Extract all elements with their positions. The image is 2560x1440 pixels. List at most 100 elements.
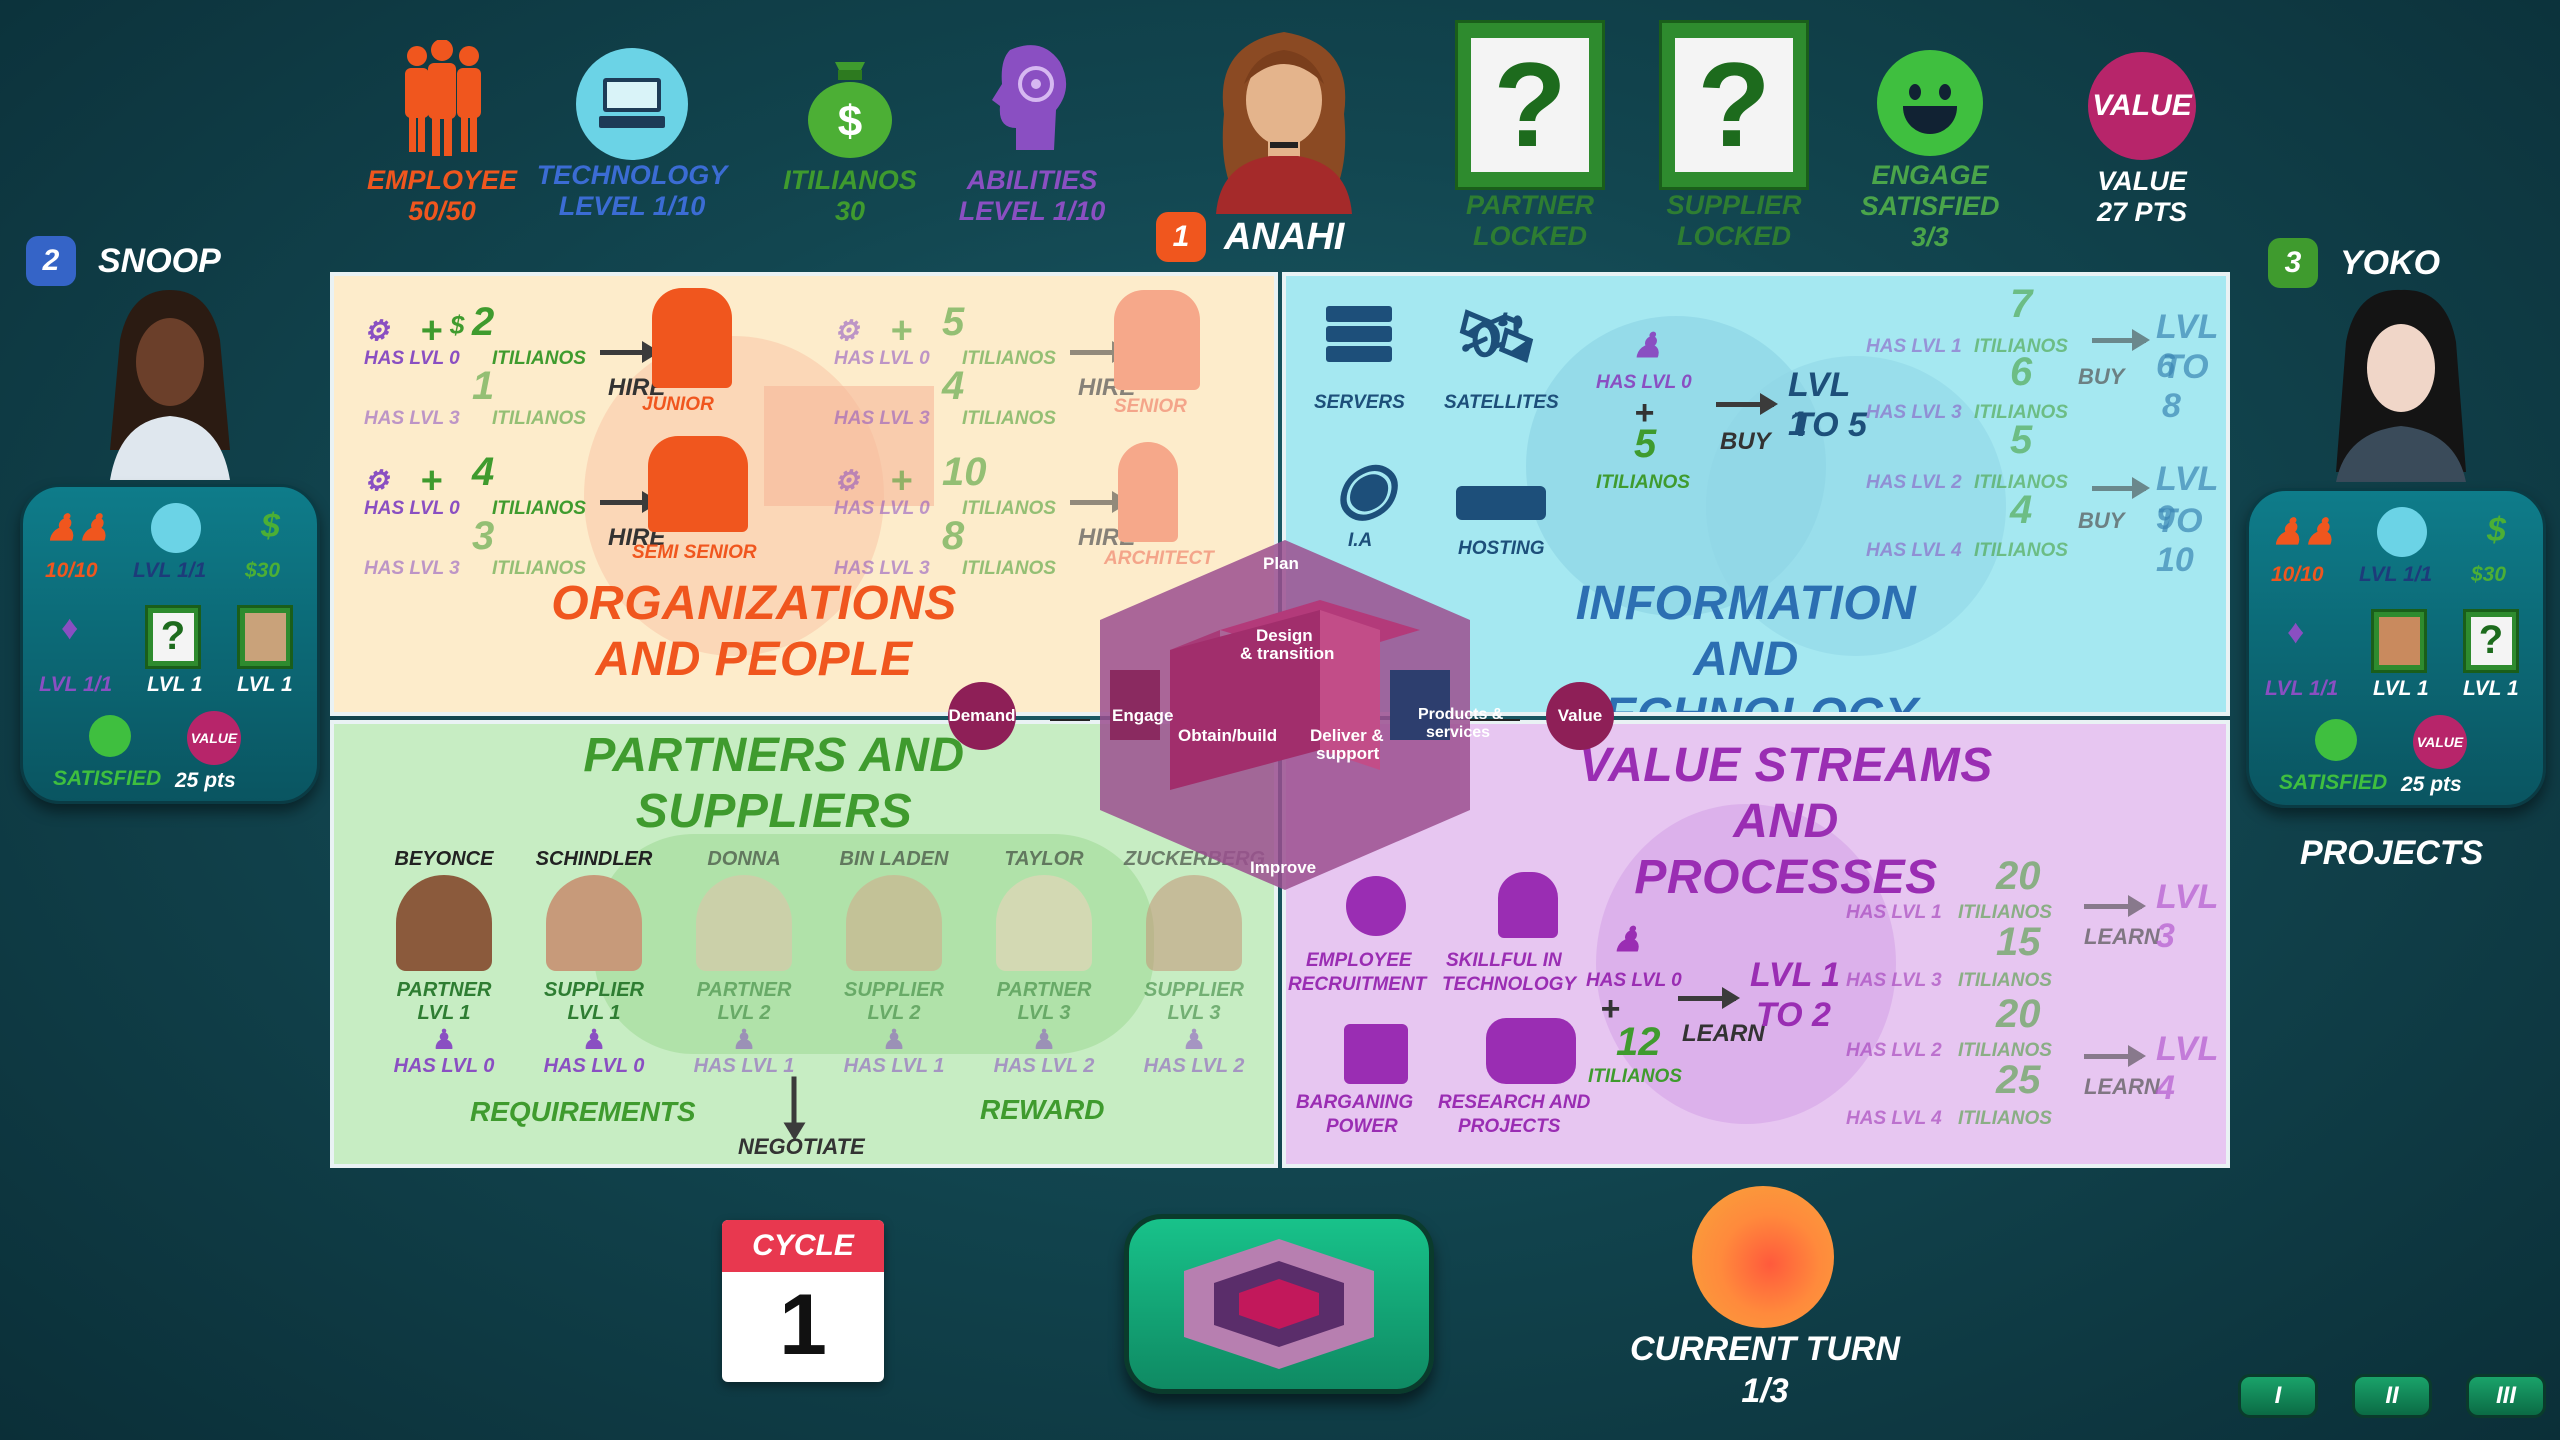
level-range-end: TO 8 bbox=[2162, 348, 2209, 425]
person-level: LVL 1 bbox=[567, 1002, 621, 1024]
cost-value-alt: 4 bbox=[942, 364, 965, 408]
architect-icon bbox=[1118, 442, 1178, 542]
currency-label: ITILIANOS bbox=[1958, 970, 2052, 991]
plus-sign: + bbox=[890, 310, 913, 352]
arrow bbox=[791, 1076, 797, 1137]
person-card[interactable]: ZUCKERBERG SUPPLIER LVL 3 ♟ HAS LVL 2 bbox=[1124, 848, 1265, 1078]
design-label: Design bbox=[1256, 626, 1313, 645]
projects-button[interactable]: PROJECTS bbox=[2300, 834, 2484, 872]
person-portrait bbox=[846, 875, 942, 971]
person-card[interactable]: SCHINDLER SUPPLIER LVL 1 ♟ HAS LVL 0 bbox=[524, 848, 664, 1078]
view-button-1[interactable]: I bbox=[2238, 1374, 2318, 1418]
technology-value: LEVEL 1/10 bbox=[558, 191, 706, 221]
ability-icon: ♟ bbox=[431, 1024, 457, 1055]
person-role: PARTNER bbox=[996, 979, 1092, 1001]
person-role: SUPPLIER bbox=[843, 979, 945, 1001]
level-requirement: HAS LVL 2 bbox=[1143, 1055, 1245, 1077]
buy-label: BUY bbox=[1720, 428, 1771, 455]
right-player-header: 3 YOKO bbox=[2268, 238, 2440, 288]
engage-stat: ENGAGE SATISFIED 3/3 bbox=[1830, 50, 2030, 253]
currency-label: ITILIANOS bbox=[1958, 1108, 2052, 1129]
employees-count: 10/10 bbox=[2271, 563, 2324, 586]
buy-label: BUY bbox=[2078, 508, 2125, 533]
person-card[interactable]: BIN LADEN SUPPLIER LVL 2 ♟ HAS LVL 1 bbox=[824, 848, 964, 1078]
partner-label: PARTNER bbox=[1465, 190, 1594, 220]
person-level: LVL 2 bbox=[867, 1002, 921, 1024]
technology-stat: TECHNOLOGY LEVEL 1/10 bbox=[532, 48, 732, 222]
research-icon bbox=[1486, 1018, 1576, 1084]
cost-value-alt: 1 bbox=[472, 364, 495, 408]
ia-label: I.A bbox=[1348, 530, 1373, 551]
value-node[interactable]: Value bbox=[1546, 682, 1614, 750]
view-button-2[interactable]: II bbox=[2352, 1374, 2432, 1418]
supplier-locked-card[interactable]: ? bbox=[1659, 20, 1809, 190]
level-requirement: HAS LVL 0 bbox=[1596, 372, 1692, 393]
cost-value: 10 bbox=[942, 450, 987, 494]
person-name: DONNA bbox=[707, 848, 781, 870]
level-range-end: TO 5 bbox=[1792, 406, 1867, 444]
person-card[interactable]: TAYLOR PARTNER LVL 3 ♟ HAS LVL 2 bbox=[974, 848, 1114, 1078]
it-buy-basic[interactable]: ♟ HAS LVL 0 + 5 ITILIANOS BUY LVL 1 TO 5 bbox=[1596, 326, 1876, 526]
level-requirement: HAS LVL 4 bbox=[1846, 1108, 1942, 1129]
engage-label: ENGAGE bbox=[1871, 160, 1989, 190]
view-button-3[interactable]: III bbox=[2466, 1374, 2546, 1418]
currency-label: ITILIANOS bbox=[492, 348, 586, 369]
supplier-level: LVL 1 bbox=[237, 673, 293, 696]
people-row: BEYONCE PARTNER LVL 1 ♟ HAS LVL 0 SCHINDLER SU… bbox=[374, 848, 1274, 1078]
ability-icon: ⚙ bbox=[364, 315, 390, 346]
cost-value-alt: 8 bbox=[942, 514, 965, 558]
engage-label: Engage bbox=[1112, 706, 1174, 725]
left-player-panel: ♟♟ 10/10 LVL 1/1 $ $30 ♦ LVL 1/1 ? LVL 1… bbox=[20, 484, 320, 804]
improve-label: Improve bbox=[1250, 858, 1317, 877]
end-turn-button[interactable] bbox=[1124, 1214, 1434, 1394]
arrow bbox=[1716, 393, 1778, 415]
org-hire-semi-senior[interactable]: ⚙ + 4 HAS LVL 0 ITILIANOS 3 HAS LVL 3 IT… bbox=[364, 440, 784, 580]
cost-value: 20 bbox=[1996, 992, 2041, 1036]
level-requirement: HAS LVL 0 bbox=[543, 1055, 645, 1077]
demand-node[interactable]: Demand bbox=[948, 682, 1016, 750]
skill-label-1: SKILLFUL IN bbox=[1446, 950, 1562, 971]
partner-card[interactable]: ? bbox=[145, 605, 201, 669]
org-hire-architect[interactable]: ⚙ + 10 HAS LVL 0 ITILIANOS 8 HAS LVL 3 I… bbox=[834, 440, 1254, 580]
partner-locked-card[interactable]: ? bbox=[1455, 20, 1605, 190]
quadrant-title: VALUE STREAMS AND PROCESSES bbox=[1579, 739, 1993, 904]
value-points: 25 pts bbox=[2401, 773, 2462, 796]
vs-learn-advanced[interactable]: HAS LVL 1 20 ITILIANOS HAS LVL 3 15 ITIL… bbox=[1846, 854, 2226, 1164]
partner-card[interactable] bbox=[2371, 609, 2427, 673]
plus-sign: + bbox=[1634, 394, 1654, 432]
org-hire-senior[interactable]: ⚙ + 5 HAS LVL 0 ITILIANOS 4 HAS LVL 3 IT… bbox=[834, 290, 1254, 430]
supplier-card[interactable] bbox=[237, 605, 293, 669]
person-card[interactable]: DONNA PARTNER LVL 2 ♟ HAS LVL 1 bbox=[674, 848, 814, 1078]
cost-value: 2 bbox=[472, 300, 495, 344]
money-bag-icon: $ bbox=[808, 62, 892, 158]
role-label: SEMI SENIOR bbox=[632, 542, 757, 563]
hosting-label: HOSTING bbox=[1458, 538, 1545, 559]
bargaining-label-2: POWER bbox=[1326, 1116, 1398, 1137]
learn-label: LEARN bbox=[1682, 1020, 1765, 1047]
technology-label: TECHNOLOGY bbox=[536, 160, 728, 190]
vs-learn-basic[interactable]: ♟ HAS LVL 0 + 12 ITILIANOS LEARN LVL 1 T… bbox=[1586, 920, 1886, 1120]
person-portrait bbox=[696, 875, 792, 971]
arrow bbox=[2084, 895, 2146, 917]
person-portrait bbox=[396, 875, 492, 971]
supplier-card[interactable]: ? bbox=[2463, 609, 2519, 673]
currency-label: ITILIANOS bbox=[1974, 540, 2068, 561]
service-value-chain[interactable]: Plan Design & transition Engage Obtain/b… bbox=[1050, 540, 1520, 890]
player-avatar-yoko bbox=[2306, 282, 2496, 482]
person-card[interactable]: BEYONCE PARTNER LVL 1 ♟ HAS LVL 0 bbox=[374, 848, 514, 1078]
ability-icon: ♟ bbox=[1612, 921, 1643, 959]
level-range-start: LVL 1 bbox=[1750, 956, 1841, 994]
level-range-start: LVL 9 bbox=[2156, 460, 2218, 537]
value-badge: VALUE bbox=[187, 711, 241, 765]
recruitment-label-1: EMPLOYEE bbox=[1306, 950, 1412, 971]
itil-logo-icon bbox=[1184, 1239, 1374, 1369]
employee-value: 50/50 bbox=[408, 196, 476, 226]
level-requirement: HAS LVL 0 bbox=[364, 498, 460, 519]
level-requirement: HAS LVL 1 bbox=[693, 1055, 795, 1077]
arrow bbox=[2092, 477, 2150, 499]
player-name: ANAHI bbox=[1224, 215, 1345, 258]
player-number-badge: 3 bbox=[2268, 238, 2318, 288]
organizations-quadrant[interactable]: ⚙ + $ 2 HAS LVL 0 ITILIANOS 1 HAS LVL 3 … bbox=[330, 272, 1278, 716]
bargaining-label-1: BARGANING bbox=[1296, 1092, 1414, 1113]
it-buy-advanced[interactable]: HAS LVL 1 7 ITILIANOS HAS LVL 3 6 ITILIA… bbox=[1866, 282, 2226, 582]
